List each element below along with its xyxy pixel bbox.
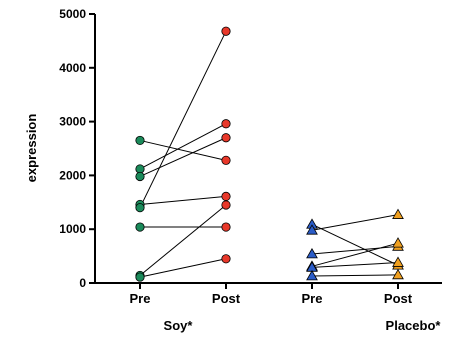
post-point bbox=[392, 268, 404, 280]
x-category-label: Post bbox=[384, 291, 413, 306]
pre-point bbox=[135, 272, 145, 282]
post-point bbox=[392, 256, 404, 267]
data-points bbox=[135, 26, 404, 282]
pair-line bbox=[139, 195, 227, 205]
y-tick-label: 5000 bbox=[59, 7, 86, 21]
y-tick-label: 4000 bbox=[59, 61, 86, 75]
group-labels: Soy* Placebo* bbox=[164, 318, 442, 333]
post-point bbox=[221, 191, 231, 201]
pre-point bbox=[135, 203, 145, 213]
x-category-labels: Pre Post Pre Post bbox=[130, 283, 413, 306]
y-tick-label: 0 bbox=[79, 276, 86, 290]
group-label: Soy* bbox=[164, 318, 194, 333]
y-ticks: 0 1000 2000 3000 4000 5000 bbox=[59, 7, 95, 290]
post-point bbox=[221, 155, 231, 165]
x-category-label: Pre bbox=[302, 291, 323, 306]
pair-line bbox=[139, 137, 227, 177]
pre-point bbox=[135, 171, 145, 182]
pair-line bbox=[311, 223, 399, 266]
y-tick-label: 2000 bbox=[59, 168, 86, 182]
pair-line bbox=[311, 245, 399, 255]
post-point bbox=[221, 200, 231, 210]
pair-line bbox=[311, 262, 399, 268]
pair-line bbox=[311, 274, 399, 277]
post-point bbox=[221, 254, 231, 264]
y-tick-label: 1000 bbox=[59, 222, 86, 236]
post-point bbox=[221, 133, 231, 143]
pair-line bbox=[139, 30, 227, 208]
post-point bbox=[221, 26, 231, 36]
pre-point bbox=[135, 135, 145, 146]
post-point bbox=[221, 222, 231, 232]
pair-line bbox=[139, 123, 227, 170]
pre-point bbox=[306, 247, 318, 259]
post-point bbox=[392, 237, 404, 248]
group-label: Placebo* bbox=[386, 318, 442, 333]
pair-line bbox=[311, 214, 399, 231]
post-point bbox=[392, 208, 404, 219]
pre-point bbox=[306, 224, 318, 235]
pair-line bbox=[139, 139, 227, 161]
pre-point bbox=[306, 269, 318, 281]
post-point bbox=[221, 119, 231, 129]
x-category-label: Pre bbox=[130, 291, 151, 306]
y-tick-label: 3000 bbox=[59, 115, 86, 129]
pair-lines bbox=[139, 30, 399, 278]
pre-point bbox=[135, 222, 145, 232]
y-axis-label: expression bbox=[24, 114, 39, 183]
pair-line bbox=[139, 258, 227, 278]
x-category-label: Post bbox=[212, 291, 241, 306]
pair-line bbox=[139, 204, 227, 276]
pair-line bbox=[311, 242, 399, 267]
